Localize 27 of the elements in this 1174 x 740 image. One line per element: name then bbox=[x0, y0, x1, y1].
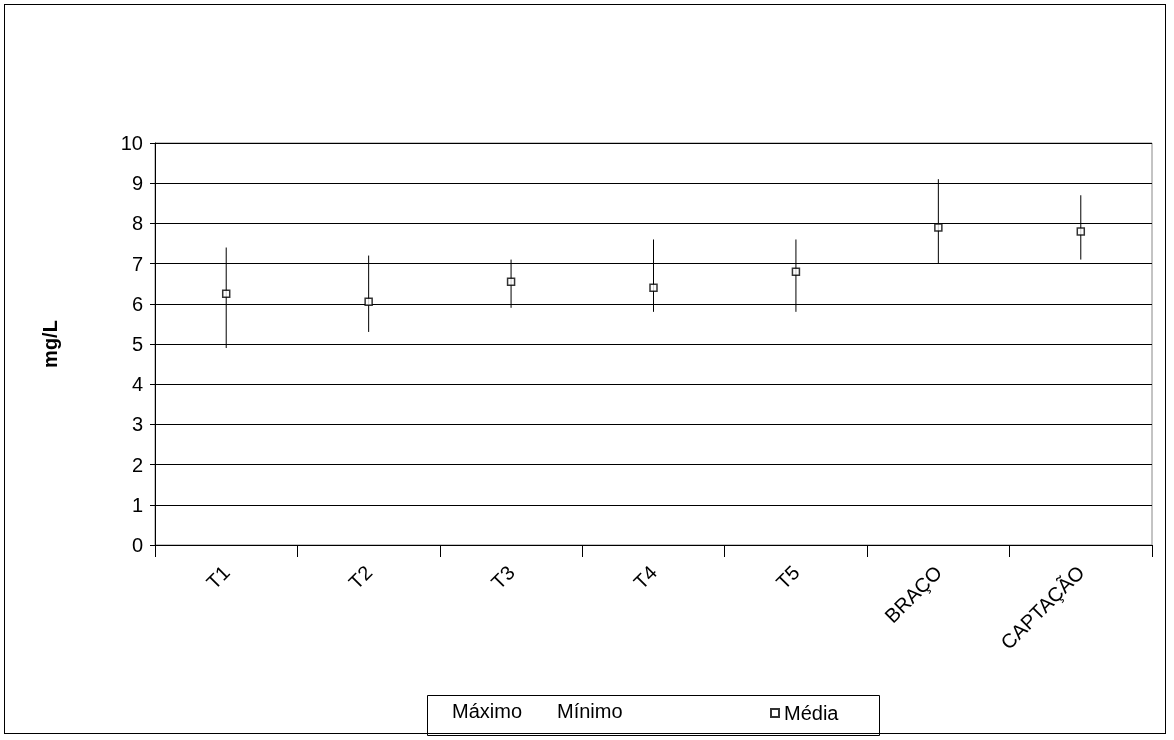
y-tick-label: 9 bbox=[131, 172, 143, 195]
y-tick-label: 2 bbox=[131, 453, 143, 476]
x-tick-label: T1 bbox=[201, 561, 234, 594]
y-tick-label: 8 bbox=[131, 212, 143, 235]
point bbox=[791, 267, 801, 276]
point bbox=[221, 289, 231, 298]
x-tick-label: T4 bbox=[629, 561, 662, 594]
y-tick-label: 4 bbox=[131, 373, 143, 396]
text: Mínimo bbox=[557, 700, 623, 722]
x-tick-label: T2 bbox=[344, 561, 377, 594]
point bbox=[1076, 227, 1086, 236]
y-tick-label: 1 bbox=[131, 493, 143, 516]
y-tick-label: 5 bbox=[131, 333, 143, 355]
x-tick-label: T3 bbox=[486, 561, 519, 594]
text: Máximo bbox=[452, 700, 523, 722]
x-tick-label: T5 bbox=[771, 561, 804, 594]
legend-label: Média bbox=[784, 702, 840, 724]
point bbox=[364, 297, 373, 307]
point bbox=[649, 283, 658, 292]
y-tick-label: 0 bbox=[131, 534, 143, 556]
y-tick-label: 3 bbox=[131, 413, 143, 436]
y-tick-label: 6 bbox=[131, 292, 143, 315]
y-tick-label: 10 bbox=[120, 132, 143, 154]
y-axis-title: mg/L bbox=[39, 320, 61, 368]
y-tick-label: 7 bbox=[131, 252, 143, 275]
point bbox=[506, 277, 516, 286]
point bbox=[934, 223, 943, 232]
